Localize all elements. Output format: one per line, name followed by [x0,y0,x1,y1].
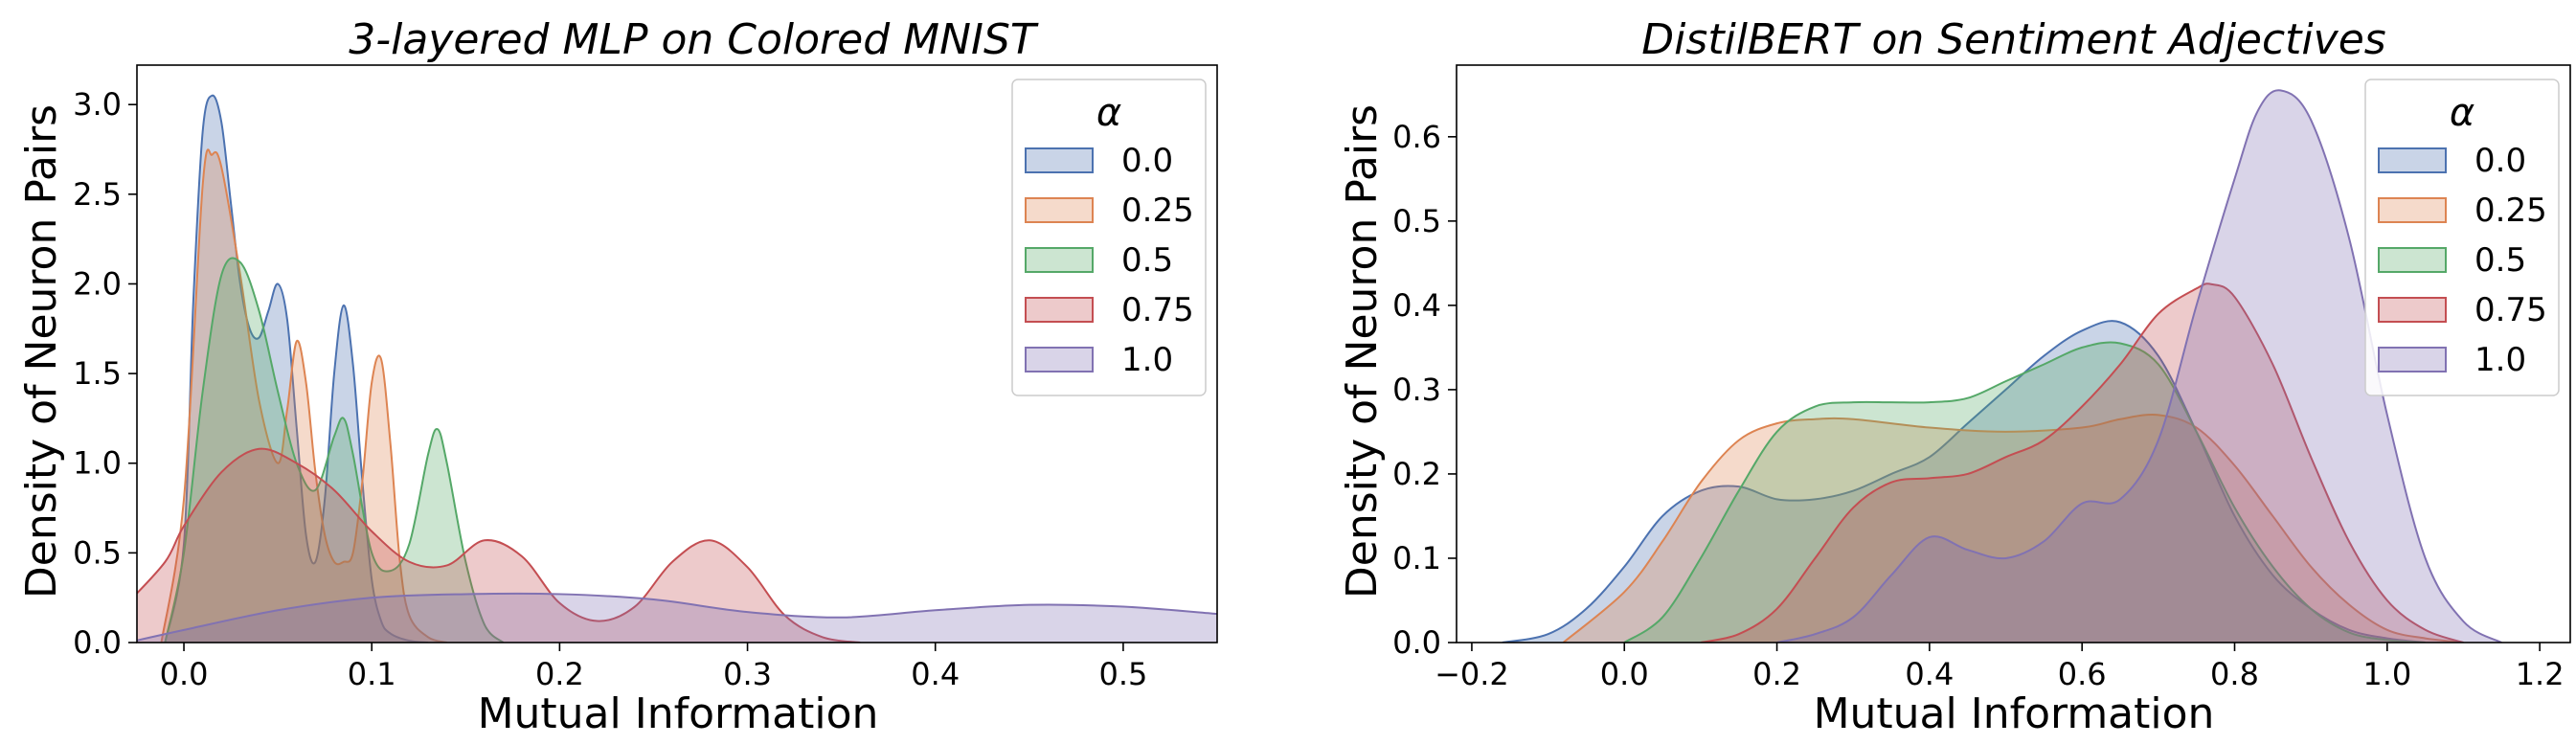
legend-swatch-0.0 [1025,147,1094,173]
y-tick-label: 1.0 [73,445,122,482]
y-tick-label: 1.5 [73,355,122,392]
y-tick-label: 0.0 [1392,624,1441,661]
y-tick-label: 0.4 [1392,287,1441,324]
kde-fill-0.0 [1502,321,2426,643]
legend-label: 0.25 [2474,192,2547,230]
x-tick-label: 0.4 [911,656,960,692]
y-tick-label: 0.6 [1392,119,1441,155]
legend-box [2364,79,2560,396]
kde-line-0.75 [137,447,861,643]
y-tick-label: 0.2 [1392,456,1441,492]
legend-label: 1.0 [2474,341,2526,379]
kde-line-0.25 [1562,413,2464,643]
x-tick-label: 1.0 [2362,656,2411,692]
kde-fill-0.5 [165,258,504,643]
x-tick-label: 0.0 [1600,656,1649,692]
legend-swatch-0.5 [2378,247,2447,273]
legend-title: α [2450,91,2474,135]
legend-label: 1.0 [1121,341,1173,379]
x-tick-label: 1.2 [2516,656,2565,692]
x-axis-label: Mutual Information [1814,689,2215,738]
kde-line-0.75 [1700,282,2464,643]
kde-line-0.0 [1502,320,2426,643]
legend-swatch-0.75 [1025,297,1094,323]
kde-fill-1.0 [1776,90,2502,643]
x-tick-label: 0.4 [1905,656,1954,692]
legend-swatch-0.0 [2378,147,2447,173]
legend-label: 0.0 [1121,142,1173,180]
y-tick-label: 0.5 [73,534,122,571]
legend-label: 0.0 [2474,142,2526,180]
y-tick-label: 0.3 [1392,372,1441,408]
y-tick-label: 0.1 [1392,540,1441,576]
legend: α0.0 0.25 0.5 0.75 1.0 [1011,79,1207,396]
legend-label: 0.75 [2474,291,2547,329]
x-axis-label: Mutual Information [478,689,879,738]
legend-swatch-0.25 [2378,197,2447,223]
panel-distilbert: DistilBERT on Sentiment Adjectives Mutua… [1338,15,2571,738]
x-tick-label: 0.2 [535,656,584,692]
kde-line-0.5 [1623,341,2426,643]
legend-box [1011,79,1207,396]
x-tick-label: 0.1 [348,656,396,692]
plot-frame [136,64,1218,643]
legend-swatch-0.25 [1025,197,1094,223]
legend-swatch-1.0 [2378,347,2447,372]
legend-swatch-0.5 [1025,247,1094,273]
x-tick-label: 0.3 [723,656,772,692]
kde-line-0.5 [164,257,505,643]
kde-line-0.25 [160,148,447,643]
kde-fill-0.5 [1624,342,2426,643]
x-tick-label: 0.6 [2058,656,2107,692]
plot-frame [1456,64,2571,643]
x-tick-label: 0.2 [1752,656,1801,692]
y-axis-label: Density of Neuron Pairs [1338,104,1387,598]
y-axis-label: Density of Neuron Pairs [17,104,66,598]
legend-swatch-0.75 [2378,297,2447,323]
y-tick-label: 2.5 [73,176,122,213]
y-tick-label: 0.0 [73,624,122,661]
kde-fill-0.25 [161,149,447,643]
kde-line-1.0 [1776,89,2502,643]
x-tick-label: 0.0 [160,656,209,692]
panel-mlp: 3-layered MLP on Colored MNIST Mutual In… [17,15,1218,738]
legend-label: 0.25 [1121,192,1194,230]
chart-title: DistilBERT on Sentiment Adjectives [1641,15,2385,64]
legend-title: α [1096,91,1121,135]
plot-area [1502,89,2502,643]
x-tick-label: 0.8 [2210,656,2259,692]
y-tick-label: 3.0 [73,86,122,123]
chart-title: 3-layered MLP on Colored MNIST [349,15,1039,64]
legend-label: 0.5 [1121,241,1173,280]
y-tick-label: 2.0 [73,265,122,302]
plot-area [137,94,1217,643]
legend-label: 0.75 [1121,291,1194,329]
legend-label: 0.5 [2474,241,2526,280]
legend: α0.0 0.25 0.5 0.75 1.0 [2364,79,2560,396]
kde-fill-0.75 [137,448,861,643]
x-tick-label: 0.5 [1098,656,1147,692]
kde-line-0.0 [164,94,429,643]
legend-swatch-1.0 [1025,347,1094,372]
kde-line-1.0 [137,592,1217,642]
y-tick-label: 0.5 [1392,203,1441,239]
kde-fill-0.75 [1700,283,2464,643]
x-tick-label: −0.2 [1435,656,1509,692]
kde-fill-1.0 [137,593,1217,643]
